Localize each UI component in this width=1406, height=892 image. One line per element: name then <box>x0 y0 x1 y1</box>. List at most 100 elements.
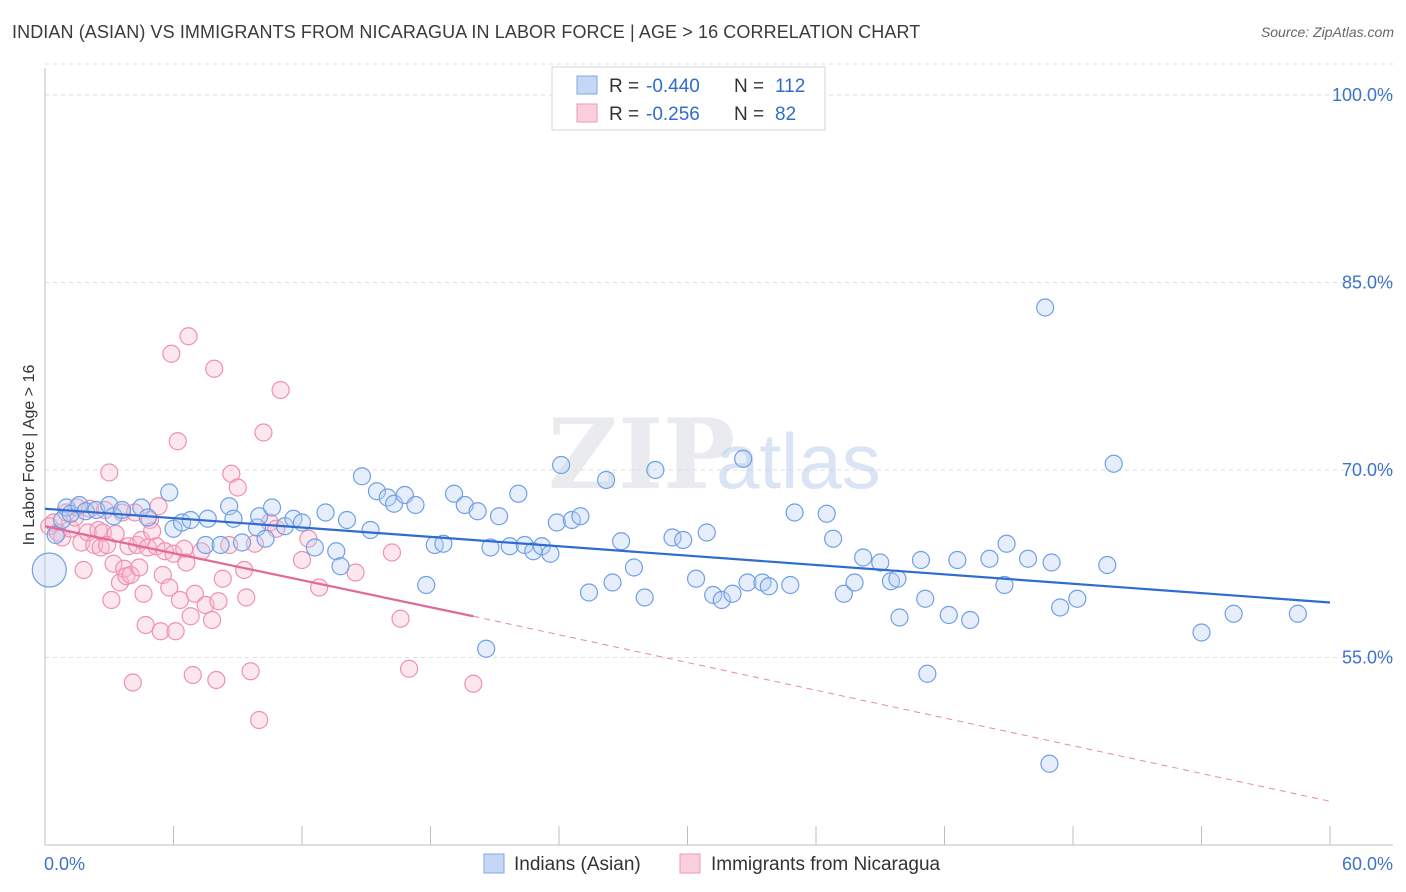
indian-point-30 <box>305 538 324 557</box>
y-axis-label: In Labor Force | Age > 16 <box>21 365 38 546</box>
nicaragua-point-73 <box>271 380 290 400</box>
x-tick-label-min: 0.0% <box>44 854 85 874</box>
indian-point-99 <box>1018 549 1038 568</box>
indian-point-32 <box>327 542 346 561</box>
indian-point-86 <box>871 553 890 572</box>
indian-point-108 <box>1224 604 1243 623</box>
legend-swatch-nicaragua <box>679 853 701 874</box>
y-tick-labels: 55.0% 70.0% 85.0% 100.0% <box>1332 85 1393 668</box>
indian-point-45 <box>444 484 464 503</box>
y-tick-label-85: 85.0% <box>1342 273 1393 293</box>
indian-point-19 <box>211 535 230 555</box>
indian-point-75 <box>734 449 753 468</box>
nicaragua-point-81 <box>464 674 483 693</box>
legend-label-nicaragua: Immigrants from Nicaragua <box>711 854 941 875</box>
indian-point-33 <box>331 557 350 576</box>
indian-point-71 <box>697 523 716 542</box>
stats-n-label-1: N = <box>734 76 764 97</box>
indian-point-67 <box>646 460 665 480</box>
nicaragua-point-58 <box>205 359 224 378</box>
stats-legend-swatch-blue <box>576 75 598 95</box>
nicaragua-point-54 <box>185 584 205 603</box>
nicaragua-point-40 <box>151 622 170 641</box>
nicaragua-point-21 <box>106 524 125 543</box>
stats-r-value-2: -0.256 <box>646 104 700 125</box>
nicaragua-point-43 <box>160 578 179 597</box>
indian-point-63 <box>603 573 622 592</box>
indian-point-21 <box>224 509 243 528</box>
nicaragua-point-78 <box>382 543 402 562</box>
nicaragua-point-61 <box>213 569 232 588</box>
nicaragua-point-9 <box>74 560 93 580</box>
indian-point-26 <box>262 498 282 517</box>
indian-point-47 <box>468 502 487 521</box>
indian-point-66 <box>635 588 654 607</box>
nicaragua-point-60 <box>209 592 228 611</box>
watermark-zip: ZIP <box>548 398 735 511</box>
indian-point-95 <box>961 610 980 630</box>
indian-point-89 <box>890 608 909 627</box>
indian-point-60 <box>571 507 590 526</box>
nicaragua-point-46 <box>166 622 185 641</box>
indian-point-101 <box>1040 754 1059 773</box>
y-tick-label-55: 55.0% <box>1342 648 1393 668</box>
nicaragua-point-67 <box>241 662 260 681</box>
indian-point-51 <box>500 537 519 556</box>
indian-point-91 <box>916 589 935 608</box>
indian-point-88 <box>888 569 907 588</box>
legend-swatch-indians <box>483 853 505 874</box>
watermark-atlas: atlas <box>716 417 881 505</box>
axes <box>44 68 1393 846</box>
nicaragua-point-33 <box>134 584 153 603</box>
nicaragua-point-79 <box>391 609 410 628</box>
indian-point-10 <box>112 500 132 520</box>
indian-point-73 <box>712 590 731 610</box>
indian-point-36 <box>361 520 380 540</box>
chart-title: INDIAN (ASIAN) VS IMMIGRANTS FROM NICARA… <box>12 22 921 42</box>
nicaragua-point-44 <box>162 344 181 363</box>
indian-trend-line <box>44 507 1331 604</box>
legend-label-indians: Indians (Asian) <box>514 854 641 875</box>
indian-point-100 <box>1042 553 1061 572</box>
stats-r-value-1: -0.440 <box>646 76 700 97</box>
indian-point-0 <box>31 552 67 588</box>
indian-point-96 <box>980 549 999 568</box>
indian-point-103 <box>1051 598 1070 617</box>
indian-point-82 <box>824 529 843 548</box>
indian-point-37 <box>367 482 387 501</box>
nicaragua-point-74 <box>292 550 312 570</box>
indian-point-68 <box>663 528 682 547</box>
indian-point-61 <box>579 583 599 602</box>
trend-lines <box>44 507 1331 802</box>
nicaragua-point-18 <box>100 463 119 482</box>
nicaragua-point-31 <box>130 558 149 577</box>
indian-point-104 <box>1068 589 1087 608</box>
indian-point-80 <box>785 503 804 522</box>
indian-point-107 <box>1192 623 1211 642</box>
indian-point-25 <box>256 529 275 548</box>
indian-point-52 <box>509 484 528 503</box>
indian-point-64 <box>612 532 631 551</box>
indian-point-109 <box>1288 604 1307 623</box>
nicaragua-point-51 <box>179 327 198 346</box>
grid-lines <box>45 63 1393 658</box>
nicaragua-points <box>40 327 483 730</box>
nicaragua-point-19 <box>102 590 121 610</box>
indian-point-48 <box>477 639 496 658</box>
nicaragua-point-69 <box>250 710 269 730</box>
indian-point-17 <box>196 535 215 555</box>
x-tick-label-max: 60.0% <box>1342 854 1393 874</box>
stats-r-label-2: R = <box>609 104 639 125</box>
nicaragua-point-66 <box>237 588 256 607</box>
nicaragua-point-50 <box>177 553 196 572</box>
indian-point-97 <box>995 575 1014 595</box>
stats-legend: R = -0.440 N = 112 R = -0.256 N = 82 <box>551 66 826 131</box>
stats-n-value-2: 82 <box>775 104 796 125</box>
nicaragua-point-64 <box>228 478 247 497</box>
nicaragua-point-59 <box>207 670 226 690</box>
indian-point-70 <box>686 569 706 588</box>
indian-point-57 <box>547 513 566 532</box>
indian-point-22 <box>232 533 252 552</box>
watermark: ZIP atlas <box>548 398 881 511</box>
stats-n-label-2: N = <box>734 104 764 125</box>
